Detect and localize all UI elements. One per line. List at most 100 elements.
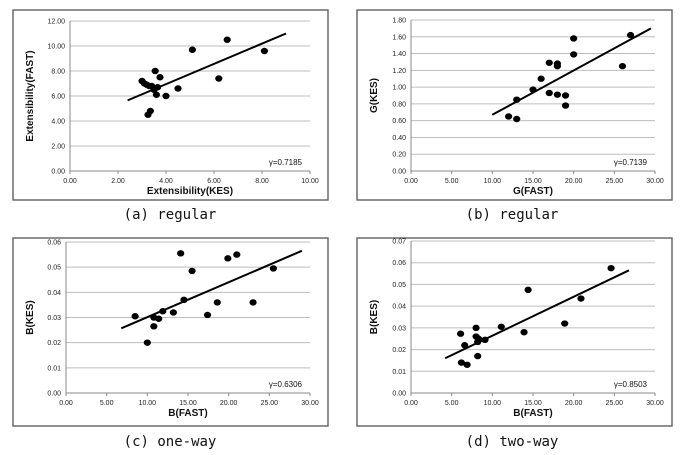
data-point	[143, 339, 151, 346]
data-point	[224, 255, 232, 262]
y-tick-label: 0.80	[392, 101, 406, 108]
x-tick-label: 0.00	[404, 178, 418, 185]
x-tick-label: 8.00	[255, 178, 269, 185]
data-point	[146, 107, 154, 115]
y-tick-label: 0.06	[47, 240, 61, 247]
data-point	[545, 89, 553, 97]
correlation-label: γ=0.7139	[614, 158, 648, 167]
data-point	[472, 324, 480, 332]
correlation-label: γ=0.7185	[269, 158, 303, 167]
x-axis-label: Extensibility(KES)	[147, 186, 233, 197]
correlation-label: γ=0.6306	[269, 380, 303, 389]
y-tick-label: 0.02	[392, 347, 406, 354]
y-tick-label: 0.01	[47, 365, 61, 372]
data-point	[577, 295, 585, 302]
y-tick-label: 0.02	[47, 340, 61, 347]
x-tick-label: 10.00	[139, 400, 157, 407]
data-point	[154, 84, 162, 91]
y-tick-label: 1.20	[392, 68, 406, 75]
data-point	[457, 359, 466, 366]
data-point	[627, 31, 635, 39]
y-tick-label: 6.00	[51, 94, 65, 101]
data-point	[233, 251, 241, 258]
x-tick-label: 30.00	[301, 400, 319, 407]
data-point	[174, 85, 182, 92]
x-tick-label: 25.00	[261, 400, 279, 407]
data-point	[249, 299, 257, 306]
data-point	[474, 352, 482, 360]
x-tick-label: 20.00	[220, 400, 238, 407]
y-tick-label: 0.60	[392, 118, 406, 125]
data-point	[152, 91, 160, 98]
chart-panel: 0.00 0.01 0.02 0.03 0.04 0.05 0.06 0.00 5.00 10.0…	[12, 237, 329, 427]
data-point	[481, 336, 489, 343]
data-point	[474, 335, 483, 342]
x-tick-label: 0.00	[63, 178, 77, 185]
data-point	[151, 67, 159, 75]
data-point	[529, 86, 537, 93]
data-point	[269, 265, 277, 272]
x-tick-label: 10.00	[484, 400, 502, 407]
x-tick-label: 10.00	[301, 178, 319, 185]
y-tick-label: 0.03	[47, 315, 61, 322]
data-point	[570, 51, 578, 58]
panel-caption: (a) regular	[124, 207, 217, 223]
data-point	[607, 264, 615, 272]
y-tick-label: 10.00	[47, 44, 65, 51]
data-point	[618, 62, 627, 70]
y-tick-label: 0.01	[392, 369, 406, 376]
x-axis-label: B(FAST)	[168, 408, 207, 419]
y-tick-label: 0.07	[392, 239, 406, 246]
x-tick-label: 15.00	[524, 400, 542, 407]
data-point	[505, 113, 513, 120]
data-point	[213, 299, 221, 306]
y-tick-label: 1.00	[392, 85, 406, 92]
y-tick-label: 0.20	[392, 152, 406, 159]
data-point	[513, 115, 521, 123]
data-point	[260, 47, 268, 55]
x-tick-label: 10.00	[484, 178, 502, 185]
data-point	[561, 92, 570, 99]
data-point	[180, 296, 188, 304]
data-point	[169, 309, 177, 316]
y-tick-label: 0.05	[392, 282, 406, 289]
y-tick-label: 0.06	[392, 260, 406, 267]
data-point	[545, 59, 553, 66]
y-tick-label: 0.00	[392, 391, 406, 398]
data-point	[155, 315, 163, 322]
data-point	[156, 74, 164, 81]
chart-panel: 0.00 2.00 4.00 6.00 8.00 10.00 12.00 0.00 2.00 4.…	[12, 9, 329, 201]
x-tick-label: 15.00	[524, 178, 542, 185]
data-point	[570, 35, 578, 42]
data-point	[223, 36, 231, 43]
data-point	[561, 102, 570, 109]
data-point	[513, 96, 521, 103]
y-tick-label: 0.04	[392, 304, 406, 311]
data-point	[561, 320, 569, 327]
data-point	[150, 323, 158, 330]
y-tick-label: 0.04	[47, 290, 61, 297]
panel-caption: (d) two-way	[466, 434, 559, 450]
data-point	[159, 308, 167, 315]
x-tick-label: 20.00	[565, 178, 583, 185]
y-tick-label: 1.80	[392, 18, 406, 25]
y-axis-label: B(KES)	[369, 300, 380, 334]
chart-panel: 0.00 0.20 0.40 0.60 0.80 1.00 1.20 1.40 1.60 1.80…	[356, 9, 673, 201]
panel-caption: (b) regular	[466, 207, 559, 223]
y-tick-label: 1.40	[392, 51, 406, 58]
x-tick-label: 5.00	[445, 178, 459, 185]
x-tick-label: 4.00	[159, 178, 173, 185]
x-axis-label: G(FAST)	[513, 186, 553, 197]
y-tick-label: 0.05	[47, 265, 61, 272]
data-point	[524, 286, 532, 294]
y-tick-label: 0.00	[51, 169, 65, 176]
data-point	[520, 329, 528, 336]
data-point	[188, 267, 196, 275]
data-point	[162, 92, 170, 100]
data-point	[177, 250, 185, 257]
data-point	[553, 91, 562, 98]
x-tick-label: 30.00	[646, 178, 664, 185]
x-axis-label: B(FAST)	[513, 408, 552, 419]
chart-panel: 0.00 0.01 0.02 0.03 0.04 0.05 0.06 0.07 0.00 5.00…	[356, 237, 673, 427]
y-tick-label: 12.00	[47, 19, 65, 26]
